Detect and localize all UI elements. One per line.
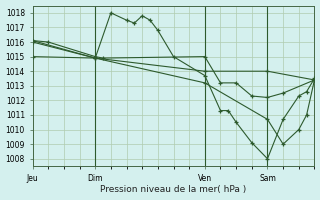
X-axis label: Pression niveau de la mer( hPa ): Pression niveau de la mer( hPa ) <box>100 185 247 194</box>
